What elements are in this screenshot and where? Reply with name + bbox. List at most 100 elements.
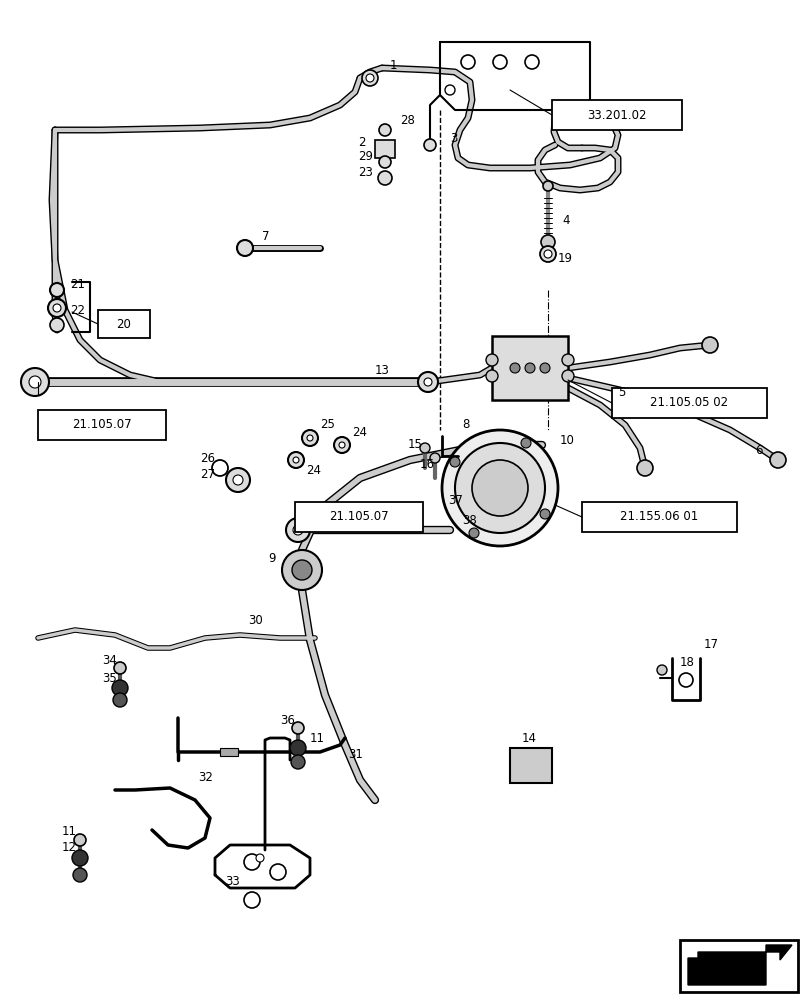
- Circle shape: [486, 370, 497, 382]
- Circle shape: [233, 475, 242, 485]
- Text: 4: 4: [561, 214, 569, 227]
- Circle shape: [270, 864, 285, 880]
- Text: 8: 8: [461, 418, 469, 432]
- Circle shape: [423, 378, 431, 386]
- Circle shape: [492, 55, 506, 69]
- Bar: [294, 502, 423, 532]
- Circle shape: [73, 868, 87, 882]
- Text: 27: 27: [200, 468, 215, 482]
- Circle shape: [50, 318, 64, 332]
- Circle shape: [636, 460, 652, 476]
- Text: 28: 28: [400, 114, 414, 127]
- Text: 35: 35: [102, 672, 117, 684]
- Text: 36: 36: [280, 714, 294, 726]
- Circle shape: [444, 85, 454, 95]
- Text: 37: 37: [448, 493, 462, 506]
- Circle shape: [423, 139, 436, 151]
- Text: 21.105.07: 21.105.07: [72, 418, 131, 432]
- Circle shape: [112, 680, 128, 696]
- Circle shape: [378, 171, 392, 185]
- Circle shape: [449, 457, 459, 467]
- Text: 32: 32: [198, 771, 212, 784]
- Text: 2: 2: [358, 136, 365, 149]
- Text: 38: 38: [461, 514, 476, 526]
- Text: 6: 6: [754, 444, 762, 456]
- Circle shape: [113, 693, 127, 707]
- Text: 24: 24: [306, 464, 320, 477]
- Text: 15: 15: [407, 438, 423, 452]
- Circle shape: [379, 156, 391, 168]
- Bar: [581, 502, 736, 532]
- Text: 29: 29: [358, 150, 372, 163]
- Text: 21.155.06 01: 21.155.06 01: [620, 510, 697, 524]
- Circle shape: [338, 442, 345, 448]
- Bar: [220, 748, 238, 756]
- Circle shape: [225, 468, 250, 492]
- Circle shape: [72, 850, 88, 866]
- Circle shape: [419, 443, 430, 453]
- Circle shape: [237, 240, 253, 256]
- Circle shape: [48, 299, 66, 317]
- Circle shape: [540, 235, 554, 249]
- Circle shape: [290, 740, 306, 756]
- Circle shape: [561, 370, 573, 382]
- Circle shape: [293, 525, 303, 535]
- Text: 9: 9: [268, 552, 275, 564]
- Circle shape: [302, 430, 318, 446]
- Text: 22: 22: [70, 304, 85, 316]
- Circle shape: [418, 372, 437, 392]
- Circle shape: [114, 662, 126, 674]
- Circle shape: [471, 460, 527, 516]
- Circle shape: [285, 518, 310, 542]
- Bar: [375, 140, 394, 158]
- Circle shape: [543, 250, 551, 258]
- Circle shape: [486, 354, 497, 366]
- Circle shape: [212, 460, 228, 476]
- Text: 17: 17: [703, 639, 718, 652]
- Circle shape: [441, 430, 557, 546]
- Circle shape: [525, 55, 539, 69]
- Text: 26: 26: [200, 452, 215, 464]
- Text: 12: 12: [62, 841, 77, 854]
- Bar: [611, 388, 766, 418]
- Circle shape: [333, 437, 350, 453]
- Text: 1: 1: [389, 59, 397, 72]
- Circle shape: [469, 528, 478, 538]
- Circle shape: [702, 337, 717, 353]
- Polygon shape: [687, 945, 791, 985]
- Circle shape: [678, 673, 692, 687]
- Circle shape: [366, 74, 374, 82]
- Circle shape: [509, 363, 519, 373]
- Circle shape: [288, 452, 303, 468]
- Bar: [491, 336, 568, 400]
- Text: 7: 7: [262, 230, 269, 242]
- Bar: [551, 100, 681, 130]
- Circle shape: [281, 550, 322, 590]
- Circle shape: [430, 453, 440, 463]
- Text: 23: 23: [358, 166, 372, 179]
- Circle shape: [539, 363, 549, 373]
- Text: 19: 19: [557, 251, 573, 264]
- Text: 14: 14: [521, 732, 536, 744]
- Circle shape: [461, 55, 474, 69]
- Circle shape: [561, 354, 573, 366]
- Text: 10: 10: [560, 434, 574, 446]
- Text: 3: 3: [449, 132, 457, 145]
- Text: 21.105.05 02: 21.105.05 02: [650, 396, 727, 410]
- Circle shape: [255, 854, 264, 862]
- Bar: [38, 410, 165, 440]
- Circle shape: [454, 443, 544, 533]
- Text: 21.105.07: 21.105.07: [328, 510, 388, 524]
- Bar: [679, 940, 797, 992]
- Circle shape: [53, 304, 61, 312]
- Circle shape: [769, 452, 785, 468]
- Circle shape: [292, 560, 311, 580]
- Text: 20: 20: [117, 318, 131, 330]
- Circle shape: [656, 665, 666, 675]
- Circle shape: [243, 892, 260, 908]
- Text: 31: 31: [348, 748, 363, 762]
- Text: 34: 34: [102, 654, 117, 666]
- Circle shape: [290, 755, 305, 769]
- Circle shape: [539, 509, 549, 519]
- Circle shape: [379, 124, 391, 136]
